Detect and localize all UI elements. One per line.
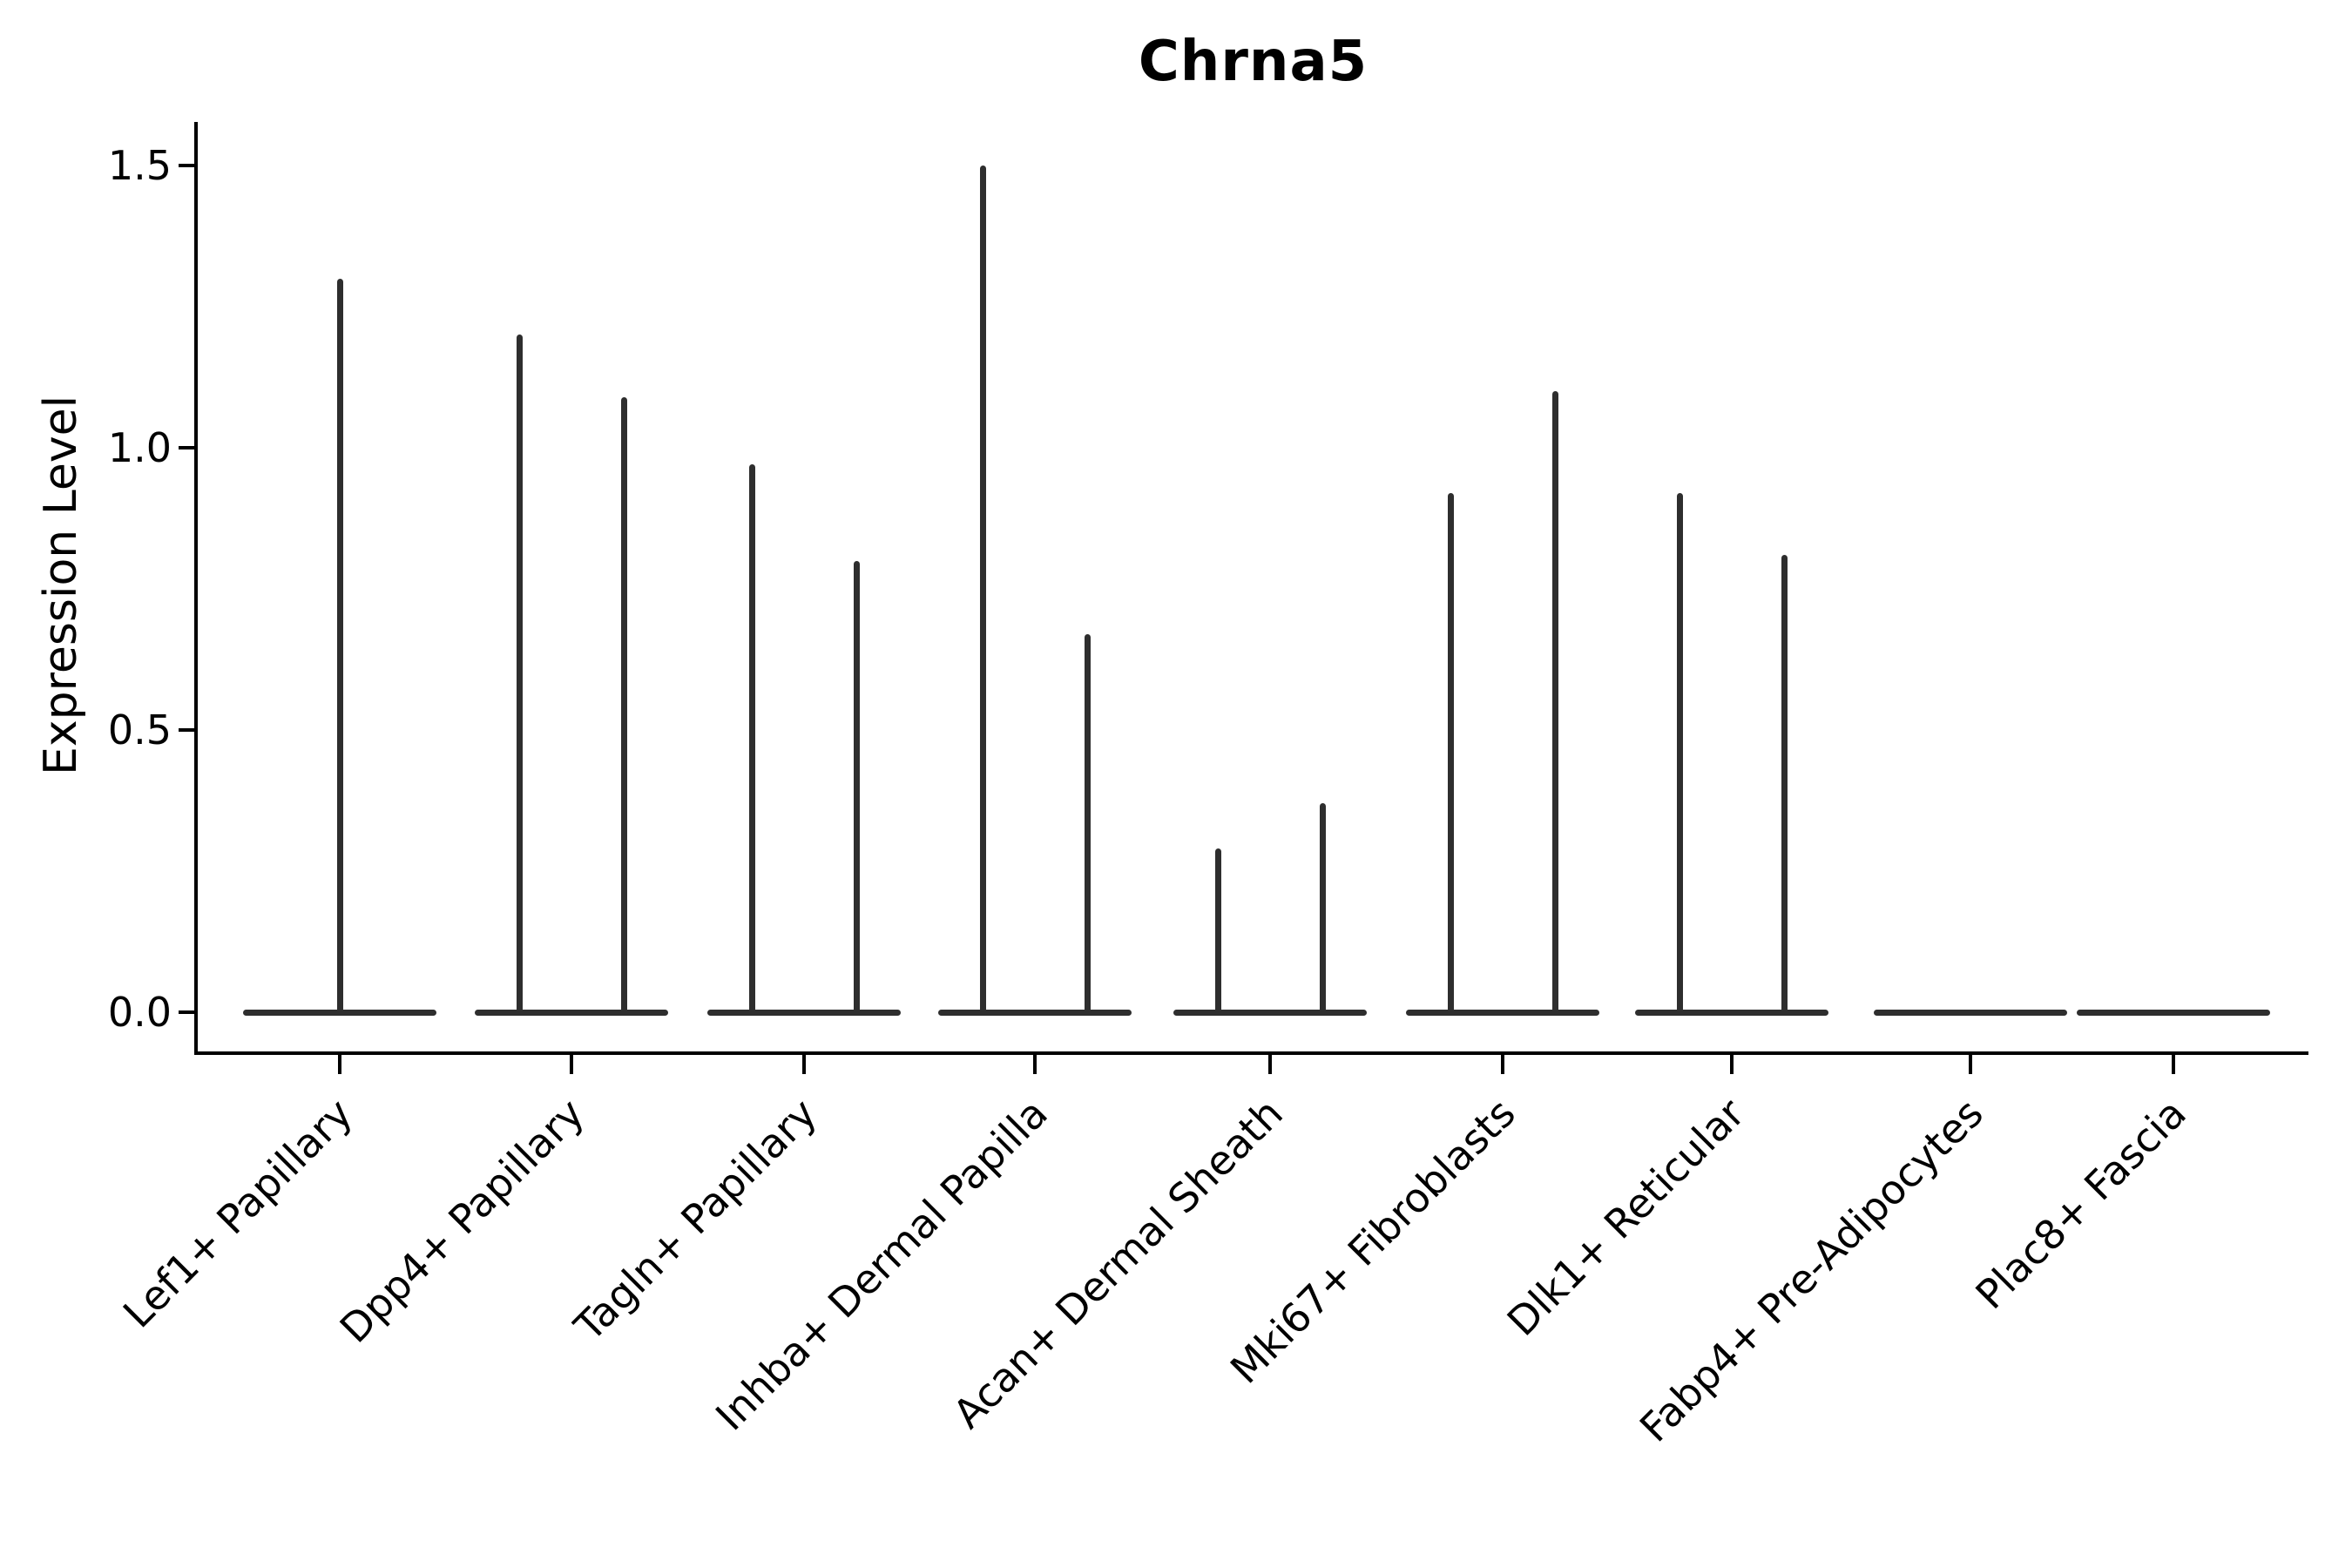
x-tick-mark bbox=[1730, 1055, 1734, 1074]
violin-spike bbox=[516, 335, 523, 1016]
x-tick-mark bbox=[2172, 1055, 2175, 1074]
y-axis-label: Expression Level bbox=[35, 395, 87, 776]
x-axis-label: Fabp4+ Pre-Adipocytes bbox=[1630, 1089, 1992, 1451]
violin-spike bbox=[620, 396, 627, 1016]
y-tick-mark bbox=[179, 446, 198, 449]
x-tick-mark bbox=[1969, 1055, 1972, 1074]
violin-zero-line bbox=[2077, 1009, 2270, 1016]
violin-zero-line bbox=[707, 1009, 901, 1016]
violin-spike bbox=[1084, 633, 1091, 1016]
y-tick-label: 1.5 bbox=[107, 142, 172, 189]
x-tick-mark bbox=[1033, 1055, 1037, 1074]
x-axis-label: Inhba+ Dermal Papilla bbox=[706, 1089, 1057, 1440]
y-tick-mark bbox=[179, 164, 198, 167]
violin-spike bbox=[336, 278, 343, 1016]
violin-spike bbox=[853, 560, 860, 1016]
violin-spike bbox=[1319, 803, 1326, 1016]
chart-title: Chrna5 bbox=[1138, 30, 1369, 94]
y-tick-label: 0.0 bbox=[107, 989, 172, 1036]
y-tick-mark bbox=[179, 1010, 198, 1014]
x-tick-mark bbox=[1268, 1055, 1272, 1074]
violin-zero-line bbox=[1173, 1009, 1367, 1016]
violin-spike bbox=[1676, 492, 1683, 1016]
y-tick-label: 1.0 bbox=[107, 424, 172, 471]
y-tick-mark bbox=[179, 728, 198, 732]
x-axis-label: Tagln+ Papillary bbox=[564, 1089, 826, 1350]
x-axis-label: Acan+ Dermal Sheath bbox=[943, 1089, 1292, 1438]
x-tick-mark bbox=[1501, 1055, 1504, 1074]
violin-spike bbox=[1214, 848, 1221, 1016]
x-tick-mark bbox=[570, 1055, 573, 1074]
x-tick-mark bbox=[338, 1055, 341, 1074]
x-axis-label: Dpp4+ Papillary bbox=[330, 1089, 593, 1352]
violin-zero-line bbox=[1874, 1009, 2067, 1016]
y-tick-label: 0.5 bbox=[107, 706, 172, 754]
x-tick-mark bbox=[802, 1055, 806, 1074]
violin-zero-line bbox=[1406, 1009, 1599, 1016]
violin-spike bbox=[748, 464, 755, 1016]
x-axis-label: Dlk1+ Reticular bbox=[1497, 1089, 1754, 1345]
violin-spike bbox=[1447, 492, 1454, 1016]
violin-zero-line bbox=[475, 1009, 668, 1016]
violin-zero-line bbox=[1635, 1009, 1828, 1016]
y-axis-spine bbox=[194, 122, 198, 1055]
violin-spike bbox=[1551, 391, 1558, 1016]
violin-spike bbox=[979, 166, 986, 1016]
x-axis-label: Mki67+ Fibroblasts bbox=[1220, 1089, 1524, 1393]
violin-zero-line bbox=[938, 1009, 1132, 1016]
violin-spike bbox=[1781, 555, 1788, 1016]
x-axis-spine bbox=[194, 1051, 2308, 1055]
